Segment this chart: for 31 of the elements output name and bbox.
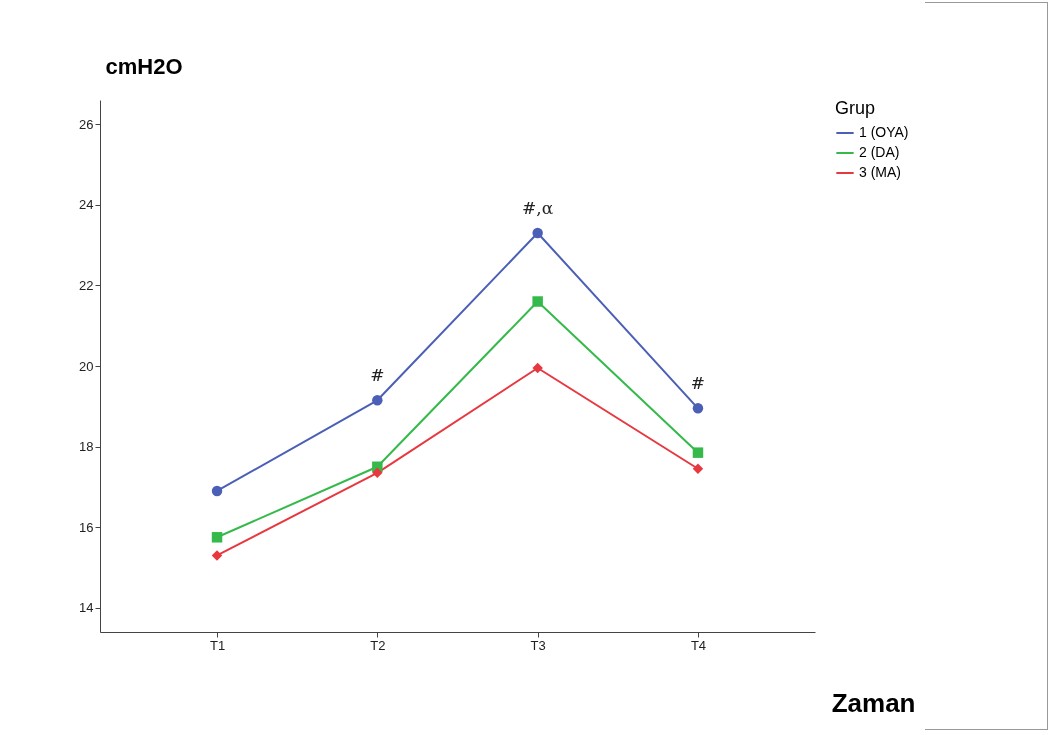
legend-title: Grup: [835, 98, 876, 118]
y-tick-label: 22: [79, 277, 94, 293]
legend-label: 3 (MA): [859, 164, 901, 180]
point: [692, 403, 704, 414]
annotation: #,α: [522, 198, 554, 218]
point: [372, 395, 383, 406]
point: [532, 296, 543, 307]
point: [211, 485, 223, 497]
y-tick-label: 14: [79, 600, 94, 616]
legend-label: 2 (DA): [859, 144, 900, 160]
y-tick-label: 16: [79, 519, 94, 535]
point: [532, 362, 543, 374]
y-axis-title: cmH2O: [105, 53, 183, 79]
x-tick-label: T3: [530, 637, 546, 653]
y-tick-label: 18: [79, 439, 94, 455]
point: [532, 227, 543, 239]
point: [692, 447, 704, 458]
x-tick-label: T1: [209, 637, 226, 653]
point: [211, 550, 223, 561]
point: [692, 463, 704, 475]
legend-label: 1 (OYA): [859, 124, 909, 140]
x-axis-title: Zaman: [831, 687, 916, 718]
point: [211, 532, 223, 543]
annotation: #: [370, 365, 385, 386]
y-tick-label: 26: [79, 116, 94, 132]
y-tick-label: 20: [79, 358, 94, 374]
y-tick-label: 24: [79, 197, 94, 213]
point: [372, 467, 383, 479]
x-tick-label: T2: [370, 637, 386, 653]
annotation: #: [690, 373, 706, 394]
x-tick-label: T4: [690, 637, 707, 653]
